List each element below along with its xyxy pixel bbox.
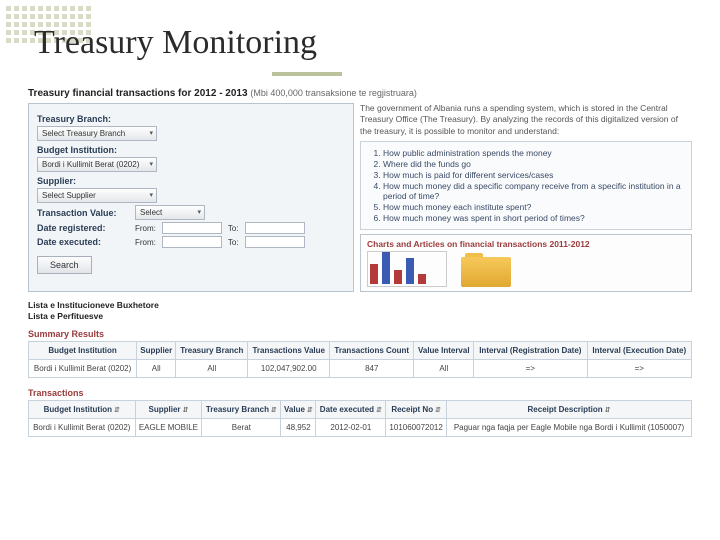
date-exec-from-input[interactable] — [162, 236, 222, 248]
date-reg-from-input[interactable] — [162, 222, 222, 234]
tx-cell: 2012-02-01 — [316, 418, 386, 436]
summary-header-row: Budget InstitutionSupplierTreasury Branc… — [29, 341, 692, 359]
questions-list: How public administration spends the mon… — [369, 148, 683, 223]
mini-bar-chart[interactable] — [367, 251, 447, 287]
charts-title: Charts and Articles on financial transac… — [367, 239, 685, 249]
folder-icon[interactable] — [461, 251, 511, 287]
to-label-1: To: — [228, 224, 239, 233]
header-main: Treasury financial transactions for 2012… — [28, 88, 248, 99]
question-item: How public administration spends the mon… — [383, 148, 683, 158]
questions-box: How public administration spends the mon… — [360, 141, 692, 230]
intro-text: The government of Albania runs a spendin… — [360, 103, 692, 137]
transactions-table: Budget InstitutionSupplierTreasury Branc… — [28, 400, 692, 437]
summary-cell: 102,047,902.00 — [248, 359, 330, 377]
tx-col[interactable]: Treasury Branch — [202, 400, 281, 418]
date-reg-to-input[interactable] — [245, 222, 305, 234]
tx-cell: Bordi i Kullimit Berat (0202) — [29, 418, 136, 436]
date-registered-label: Date registered: — [37, 223, 129, 233]
treasury-branch-select[interactable]: Select Treasury Branch — [37, 126, 157, 141]
chart-bar — [370, 264, 378, 284]
from-label-1: From: — [135, 224, 156, 233]
filter-panel: Treasury Branch: Select Treasury Branch … — [28, 103, 354, 292]
tx-cell: 48,952 — [281, 418, 316, 436]
summary-col: Treasury Branch — [176, 341, 248, 359]
tx-value-select[interactable]: Select — [135, 205, 205, 220]
summary-col: Transactions Count — [330, 341, 414, 359]
summary-cell: All — [176, 359, 248, 377]
question-item: How much is paid for different services/… — [383, 170, 683, 180]
summary-cell: All — [414, 359, 474, 377]
header-sub: (Mbi 400,000 transaksione te regjistruar… — [250, 88, 417, 98]
summary-col: Supplier — [137, 341, 176, 359]
page-title: Treasury Monitoring — [34, 24, 317, 62]
tx-col[interactable]: Receipt No — [386, 400, 447, 418]
question-item: How much money did a specific company re… — [383, 181, 683, 201]
tx-cell: Paguar nga faqja per Eagle Mobile nga Bo… — [447, 418, 692, 436]
summary-cell: All — [137, 359, 176, 377]
chart-bar — [418, 274, 426, 284]
summary-cell: Bordi i Kullimit Berat (0202) — [29, 359, 137, 377]
tx-cell: EAGLE MOBILE — [135, 418, 202, 436]
chart-bar — [394, 270, 402, 284]
search-button[interactable]: Search — [37, 256, 92, 274]
tx-col[interactable]: Receipt Description — [447, 400, 692, 418]
summary-col: Transactions Value — [248, 341, 330, 359]
transactions-header-row: Budget InstitutionSupplierTreasury Branc… — [29, 400, 692, 418]
to-label-2: To: — [228, 238, 239, 247]
budget-institution-select[interactable]: Bordi i Kullimit Berat (0202) — [37, 157, 157, 172]
tx-value-label: Transaction Value: — [37, 208, 129, 218]
chart-bar — [406, 258, 414, 284]
lists-labels: Lista e Institucioneve Buxhetore Lista e… — [28, 300, 692, 320]
section-header: Treasury financial transactions for 2012… — [28, 88, 692, 99]
summary-col: Budget Institution — [29, 341, 137, 359]
supplier-label: Supplier: — [37, 176, 345, 186]
from-label-2: From: — [135, 238, 156, 247]
transactions-title: Transactions — [28, 388, 692, 398]
summary-col: Interval (Execution Date) — [587, 341, 692, 359]
title-underline — [272, 72, 342, 76]
question-item: How much money each institute spent? — [383, 202, 683, 212]
summary-cell: => — [474, 359, 587, 377]
date-exec-to-input[interactable] — [245, 236, 305, 248]
list-budget-inst: Lista e Institucioneve Buxhetore — [28, 300, 692, 310]
tx-cell: Berat — [202, 418, 281, 436]
tx-cell: 101060072012 — [386, 418, 447, 436]
question-item: Where did the funds go — [383, 159, 683, 169]
summary-col: Value Interval — [414, 341, 474, 359]
chart-bar — [382, 252, 390, 284]
summary-data-row: Bordi i Kullimit Berat (0202)AllAll102,0… — [29, 359, 692, 377]
charts-box: Charts and Articles on financial transac… — [360, 234, 692, 292]
summary-cell: 847 — [330, 359, 414, 377]
date-executed-label: Date executed: — [37, 237, 129, 247]
tx-col[interactable]: Budget Institution — [29, 400, 136, 418]
supplier-select[interactable]: Select Supplier — [37, 188, 157, 203]
question-item: How much money was spent in short period… — [383, 213, 683, 223]
summary-title: Summary Results — [28, 329, 692, 339]
summary-col: Interval (Registration Date) — [474, 341, 587, 359]
summary-cell: => — [587, 359, 692, 377]
summary-table: Budget InstitutionSupplierTreasury Branc… — [28, 341, 692, 378]
budget-institution-label: Budget Institution: — [37, 145, 345, 155]
tx-col[interactable]: Supplier — [135, 400, 202, 418]
transactions-data-row: Bordi i Kullimit Berat (0202)EAGLE MOBIL… — [29, 418, 692, 436]
tx-col[interactable]: Date executed — [316, 400, 386, 418]
content-area: Treasury financial transactions for 2012… — [28, 88, 692, 437]
list-beneficiaries: Lista e Perfituesve — [28, 311, 692, 321]
treasury-branch-label: Treasury Branch: — [37, 114, 345, 124]
tx-col[interactable]: Value — [281, 400, 316, 418]
